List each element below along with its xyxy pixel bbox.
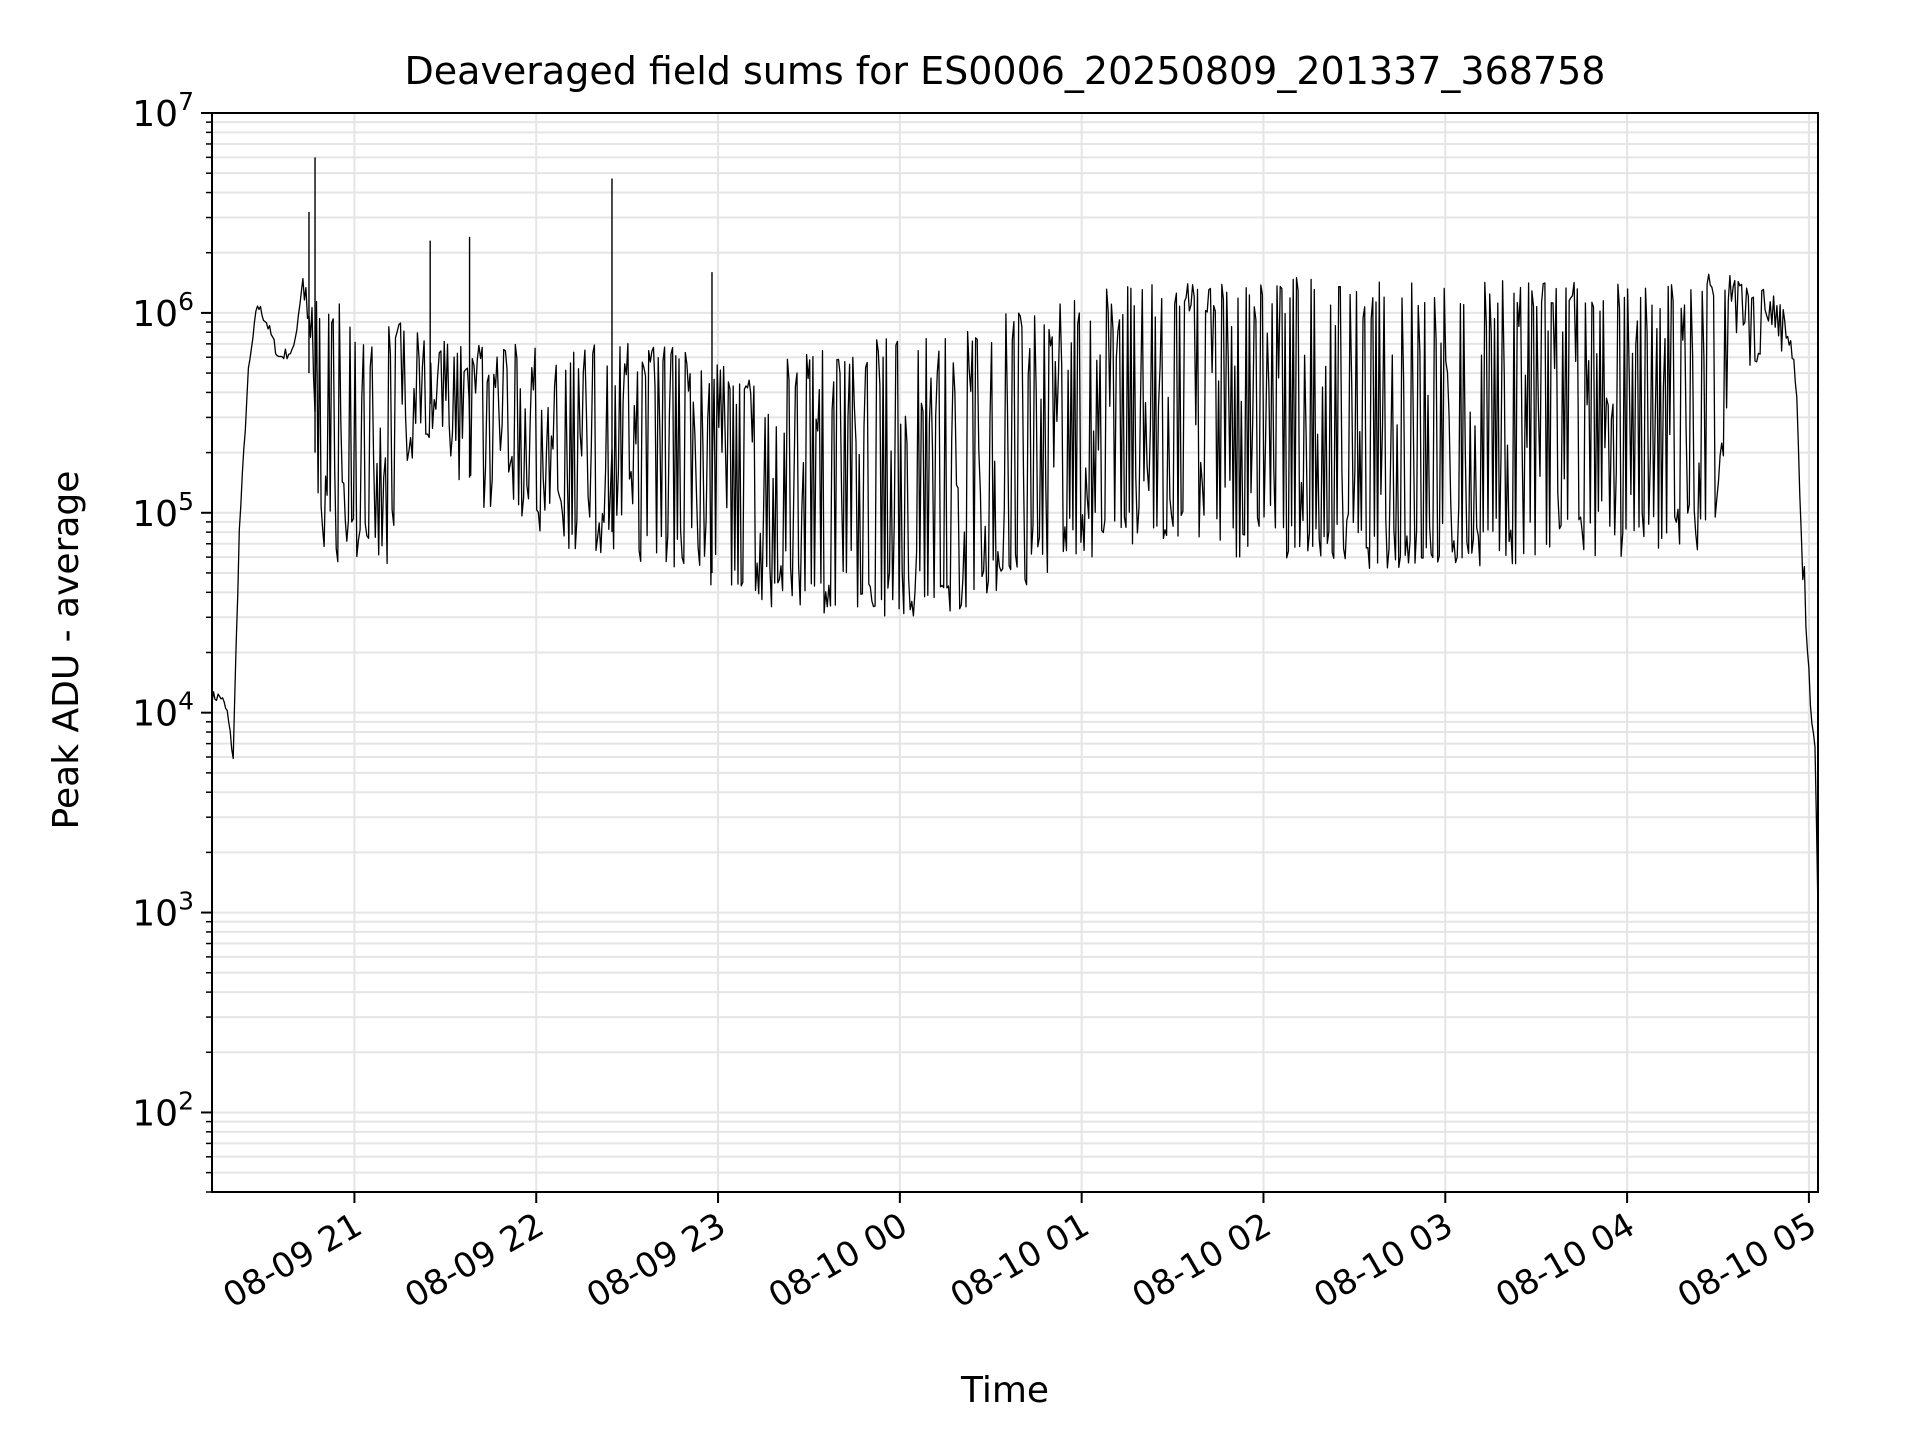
y-tick-exponent: 3 xyxy=(178,887,194,916)
chart-title: Deaveraged field sums for ES0006_2025080… xyxy=(405,49,1606,93)
series-line xyxy=(211,273,1819,913)
data-series xyxy=(211,157,1819,913)
y-tick-label: 102 xyxy=(132,1086,194,1134)
y-tick-exponent: 7 xyxy=(178,87,194,116)
y-axis-label: Peak ADU - average xyxy=(46,471,87,830)
y-tick-exponent: 5 xyxy=(178,487,194,516)
x-axis-label: Time xyxy=(960,1370,1049,1411)
y-tick-label: 104 xyxy=(132,687,194,735)
y-tick-exponent: 4 xyxy=(178,687,194,716)
y-tick-exponent: 2 xyxy=(178,1086,194,1115)
y-tick-exponent: 6 xyxy=(178,287,194,316)
